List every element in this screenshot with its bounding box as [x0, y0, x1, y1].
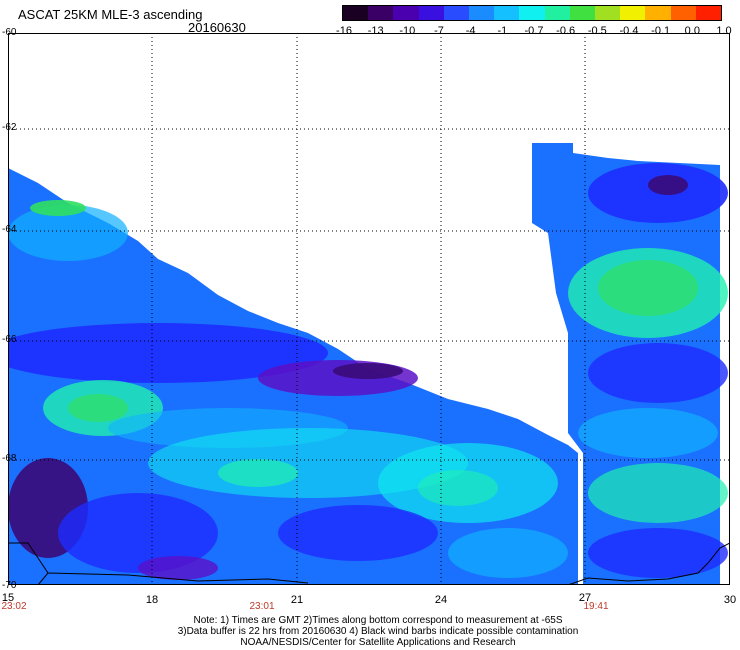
swath-patch [278, 505, 438, 561]
colorbar-swatch [443, 6, 470, 20]
note-line: 3)Data buffer is 22 hrs from 20160630 4)… [177, 626, 579, 637]
lat-label: -66 [2, 334, 17, 345]
swath-patch [58, 493, 218, 573]
swath-patch [648, 175, 688, 195]
colorbar-swatch [418, 6, 444, 20]
colorbar-swatch [595, 6, 621, 20]
swath-patch [30, 200, 86, 216]
time-label: 23:01 [249, 601, 275, 612]
colorbar-label: -7 [434, 25, 444, 37]
swath-patch [218, 459, 298, 487]
lon-label: 27 [578, 592, 592, 604]
swath-patch [333, 363, 403, 379]
colorbar-swatch [670, 6, 696, 20]
note-line: Note: 1) Times are GMT 2)Times along bot… [193, 615, 563, 626]
lat-label: -70 [2, 580, 17, 591]
gridlines [8, 33, 730, 585]
lon-label: 15 [1, 592, 15, 604]
colorbar-label: -4 [465, 25, 476, 37]
swath-patch [8, 205, 128, 261]
footer-note: Note: 1) Times are GMT 2)Times along bot… [118, 615, 638, 648]
lat-label: -62 [2, 122, 17, 133]
colorbar-swatch [645, 6, 671, 20]
note-line: NOAA/NESDIS/Center for Satellite Applica… [240, 637, 516, 648]
lon-label: 18 [145, 594, 159, 606]
swath-patch [68, 394, 128, 422]
colorbar-swatch [343, 6, 369, 20]
swath-patch [578, 408, 718, 458]
map-plot [8, 33, 730, 585]
swath-patch [8, 323, 328, 383]
swath-patch [448, 528, 568, 578]
colorbar-swatch [569, 6, 596, 20]
colorbar-swatch [695, 6, 722, 20]
time-label: 23:02 [1, 601, 27, 612]
lon-label: 24 [434, 594, 448, 606]
swath-patch [598, 260, 698, 316]
colorbar-swatch [544, 6, 570, 20]
colorbar-swatch [620, 6, 646, 20]
lon-label: 30 [723, 594, 737, 606]
product-date: 20160630 [188, 20, 246, 35]
lat-label: -68 [2, 453, 17, 464]
colorbar-label: -1 [497, 25, 508, 37]
swath-patch [588, 343, 728, 403]
time-label: 19:41 [583, 601, 609, 612]
colorbar-swatch [494, 6, 520, 20]
coastline-path [8, 542, 730, 585]
swath-patch [588, 463, 728, 523]
colorbar-swatch [519, 6, 545, 20]
colorbar [342, 5, 722, 21]
wind-swath [8, 143, 728, 585]
lat-label: -60 [2, 27, 17, 38]
swath-patch [138, 556, 218, 580]
colorbar-swatch [469, 6, 495, 20]
product-title: ASCAT 25KM MLE-3 ascending [18, 7, 203, 22]
lat-label: -64 [2, 224, 17, 235]
swath-patch [258, 360, 418, 396]
swath-patch [588, 528, 728, 578]
colorbar-swatch [368, 6, 394, 20]
map-frame [8, 33, 730, 585]
colorbar-swatch [393, 6, 419, 20]
coastline [8, 542, 730, 585]
lon-label: 21 [290, 594, 304, 606]
swath-patch [418, 470, 498, 506]
